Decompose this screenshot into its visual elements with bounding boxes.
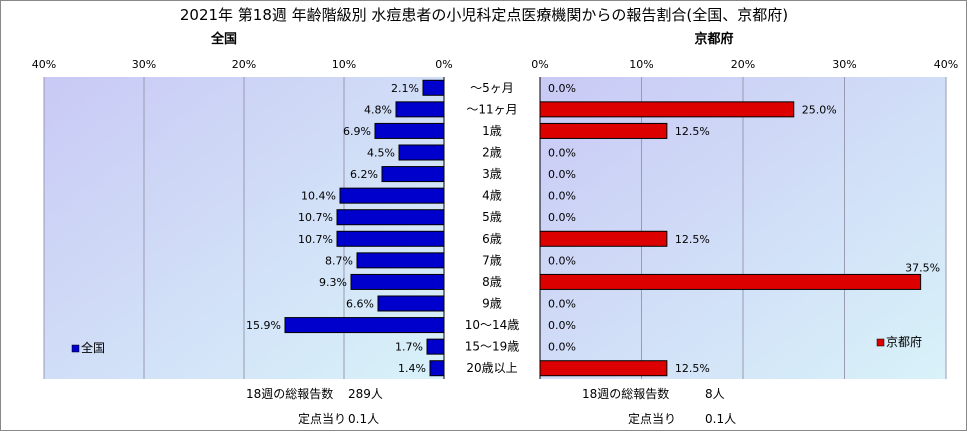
left-bar — [381, 166, 445, 183]
category-label: ～5ヶ月 — [470, 81, 514, 95]
right-data-label: 25.0% — [802, 103, 837, 116]
left-bar — [422, 79, 445, 96]
right-bar — [539, 273, 922, 290]
left-bar — [374, 122, 445, 139]
left-bar — [356, 252, 445, 269]
left-bar — [284, 317, 445, 334]
right-bar — [539, 360, 668, 377]
right-total-label: 18週の総報告数 — [582, 386, 669, 401]
left-per-value: 0.1人 — [348, 412, 379, 426]
right-data-label: 12.5% — [675, 362, 710, 375]
left-data-label: 1.7% — [395, 341, 423, 354]
right-data-label: 0.0% — [548, 254, 576, 267]
category-label: 6歳 — [482, 232, 502, 246]
category-label: 15～19歳 — [465, 340, 520, 354]
right-data-label: 0.0% — [548, 298, 576, 311]
left-bar — [377, 295, 445, 312]
left-bar — [350, 273, 445, 290]
right-data-label: 12.5% — [675, 125, 710, 138]
right-per-value: 0.1人 — [705, 412, 736, 426]
left-tick-label: 30% — [132, 58, 156, 71]
chart-title: 2021年 第18週 年齢階級別 水痘患者の小児科定点医療機関からの報告割合(全… — [180, 6, 788, 24]
category-label: 10～14歳 — [465, 318, 520, 332]
right-legend-swatch — [876, 338, 885, 347]
left-bar — [339, 187, 445, 204]
left-data-label: 10.4% — [301, 190, 336, 203]
category-label: 8歳 — [482, 275, 502, 289]
left-bar — [426, 338, 445, 355]
right-legend: 京都府 — [876, 334, 922, 349]
left-legend-swatch — [71, 344, 80, 353]
left-tick-label: 0% — [435, 58, 452, 71]
left-legend-label: 全国 — [81, 340, 105, 355]
left-per-label: 定点当り — [298, 411, 346, 426]
category-label: 9歳 — [482, 297, 502, 311]
left-data-label: 4.8% — [364, 103, 392, 116]
category-label: 20歳以上 — [466, 361, 517, 375]
left-data-label: 15.9% — [246, 319, 281, 332]
right-tick-label: 20% — [731, 58, 755, 71]
left-panel-title: 全国 — [210, 31, 237, 47]
left-data-label: 6.6% — [346, 298, 374, 311]
right-data-label: 0.0% — [548, 190, 576, 203]
left-data-label: 10.7% — [298, 233, 333, 246]
category-label: 4歳 — [482, 189, 502, 203]
right-bar — [539, 230, 668, 247]
category-label: 7歳 — [482, 253, 502, 267]
right-panel-title: 京都府 — [694, 31, 733, 47]
left-data-label: 1.4% — [398, 362, 426, 375]
right-data-label: 0.0% — [548, 82, 576, 95]
left-bar — [336, 230, 445, 247]
right-data-label: 0.0% — [548, 147, 576, 160]
right-bar — [539, 122, 668, 139]
left-bar — [395, 101, 445, 118]
left-data-label: 6.2% — [350, 168, 378, 181]
right-data-label: 0.0% — [548, 319, 576, 332]
category-label: 3歳 — [482, 167, 502, 181]
category-label: 2歳 — [482, 146, 502, 160]
right-data-label: 0.0% — [548, 168, 576, 181]
left-legend: 全国 — [71, 340, 105, 355]
left-data-label: 8.7% — [325, 254, 353, 267]
left-tick-label: 20% — [232, 58, 256, 71]
left-data-label: 9.3% — [319, 276, 347, 289]
left-total-label: 18週の総報告数 — [246, 386, 333, 401]
left-tick-label: 10% — [332, 58, 356, 71]
right-per-label: 定点当り — [628, 411, 676, 426]
left-data-label: 10.7% — [298, 211, 333, 224]
left-bar — [429, 360, 445, 377]
right-tick-label: 40% — [934, 58, 958, 71]
left-total-value: 289人 — [348, 387, 383, 401]
left-bar — [336, 209, 445, 226]
right-bar — [539, 101, 795, 118]
right-total-value: 8人 — [705, 387, 725, 401]
right-data-label: 12.5% — [675, 233, 710, 246]
category-label: 5歳 — [482, 210, 502, 224]
left-data-label: 6.9% — [343, 125, 371, 138]
left-bar — [398, 144, 445, 161]
left-tick-label: 40% — [32, 58, 56, 71]
left-data-label: 4.5% — [367, 147, 395, 160]
right-legend-label: 京都府 — [886, 334, 922, 349]
right-tick-label: 0% — [531, 58, 548, 71]
right-data-label: 0.0% — [548, 341, 576, 354]
right-data-label: 37.5% — [905, 261, 940, 274]
right-tick-label: 30% — [832, 58, 856, 71]
right-data-label: 0.0% — [548, 211, 576, 224]
right-tick-label: 10% — [629, 58, 653, 71]
left-data-label: 2.1% — [391, 82, 419, 95]
category-label: 1歳 — [482, 124, 502, 138]
category-label: ～11ヶ月 — [466, 102, 517, 116]
